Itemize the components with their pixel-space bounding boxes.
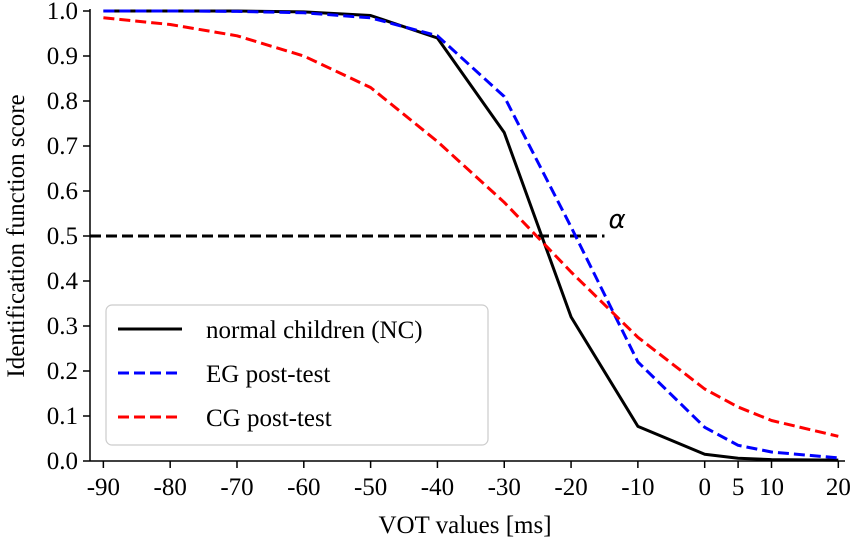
series-line-3 <box>103 16 839 438</box>
x-tick-label: 10 <box>759 474 784 501</box>
y-tick-label: 0.6 <box>47 178 78 205</box>
y-axis-label: Identification function score <box>3 94 30 377</box>
legend-label-2: EG post-test <box>206 361 330 388</box>
y-tick-label: 0.8 <box>47 88 78 115</box>
legend: normal children (NC) EG post-test CG post-… <box>105 304 489 446</box>
legend-frame <box>105 304 489 446</box>
y-tick-label: 0.7 <box>47 133 78 160</box>
alpha-annotation: α <box>608 205 625 235</box>
legend-label-3: CG post-test <box>206 405 332 432</box>
series-line-2 <box>103 9 839 460</box>
x-tick-label: -90 <box>87 474 120 501</box>
y-tick-label: 0.9 <box>47 43 78 70</box>
x-tick-label: -50 <box>354 474 387 501</box>
x-tick-label: -20 <box>554 474 587 501</box>
x-tick-label: 5 <box>732 474 745 501</box>
x-tick-label: -30 <box>488 474 521 501</box>
x-tick-label: 20 <box>826 474 851 501</box>
y-tick-label: 0.3 <box>47 313 78 340</box>
y-tick-label: 0.2 <box>47 358 78 385</box>
y-tick-label: 1.0 <box>47 0 78 25</box>
y-tick-label: 0.1 <box>47 403 78 430</box>
x-tick-label: -70 <box>220 474 253 501</box>
y-tick-label: 0.0 <box>47 448 78 475</box>
x-tick-label: 0 <box>698 474 711 501</box>
x-tick-label: -80 <box>154 474 187 501</box>
y-tick-label: 0.4 <box>47 268 79 295</box>
x-tick-label: -40 <box>421 474 454 501</box>
x-tick-label: -60 <box>287 474 320 501</box>
legend-label-1: normal children (NC) <box>206 317 423 344</box>
x-tick-label: -10 <box>621 474 654 501</box>
y-tick-label: 0.5 <box>47 223 78 250</box>
x-axis-label: VOT values [ms] <box>378 512 551 539</box>
